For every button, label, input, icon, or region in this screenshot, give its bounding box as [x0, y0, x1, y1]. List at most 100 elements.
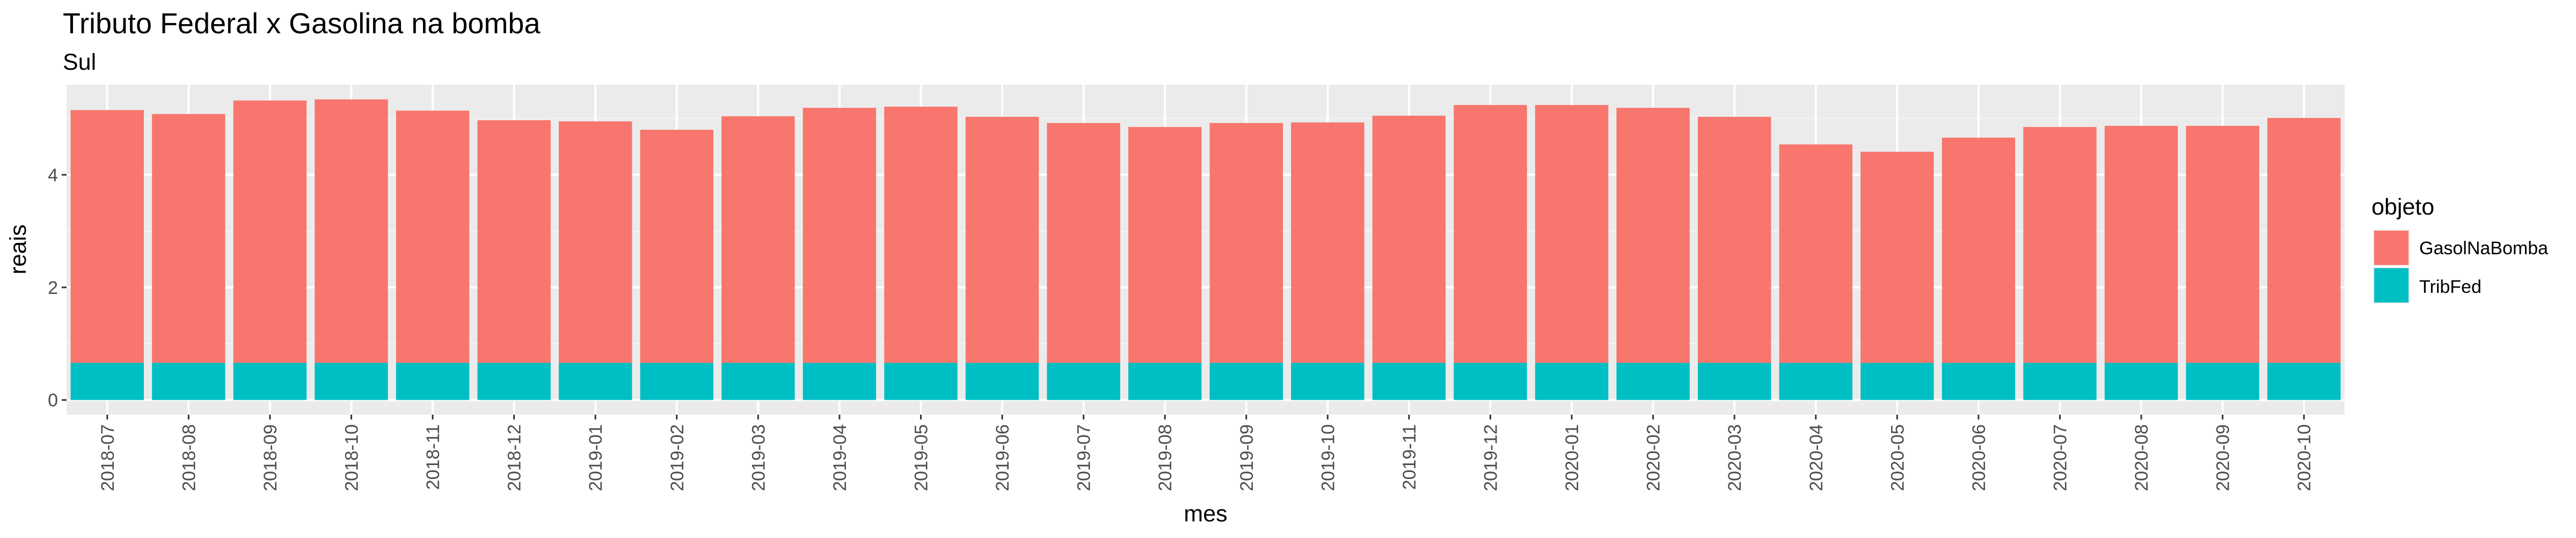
legend-title: objeto	[2371, 194, 2434, 220]
bar-tribfed-2019-05	[884, 363, 958, 400]
x-tick-label: 2020-03	[1725, 424, 1745, 491]
legend-label-tribfed: TribFed	[2419, 277, 2482, 297]
bar-gasolnabomba-2020-01	[1535, 105, 1609, 363]
bar-tribfed-2019-03	[721, 363, 795, 400]
bar-tribfed-2019-08	[1128, 363, 1202, 400]
bar-tribfed-2019-07	[1047, 363, 1120, 400]
bar-tribfed-2018-08	[152, 363, 225, 400]
bar-gasolnabomba-2019-05	[884, 106, 958, 363]
bar-gasolnabomba-2020-03	[1698, 116, 1771, 363]
x-axis-title: mes	[1184, 501, 1227, 527]
bar-tribfed-2019-02	[640, 363, 713, 400]
x-tick-label: 2019-04	[830, 424, 850, 491]
bar-tribfed-2019-01	[559, 363, 632, 400]
bar-tribfed-2019-10	[1291, 363, 1364, 400]
x-tick-label: 2020-08	[2132, 424, 2152, 491]
x-tick-label: 2019-09	[1237, 424, 1257, 491]
x-tick-label: 2019-06	[993, 424, 1013, 491]
y-axis-title: reais	[5, 224, 31, 274]
y-tick-label: 2	[48, 278, 58, 298]
bar-gasolnabomba-2018-12	[477, 120, 551, 363]
bars	[70, 99, 2341, 400]
bar-gasolnabomba-2018-09	[233, 100, 307, 363]
legend-label-gasolnabomba: GasolNaBomba	[2419, 238, 2548, 259]
bar-gasolnabomba-2019-03	[721, 116, 795, 363]
bar-gasolnabomba-2020-05	[1860, 151, 1934, 363]
bar-gasolnabomba-2019-01	[559, 121, 632, 363]
x-tick-label: 2019-07	[1074, 424, 1094, 491]
bar-gasolnabomba-2019-04	[802, 108, 877, 363]
x-tick-label: 2020-10	[2294, 424, 2315, 491]
x-tick-label: 2019-01	[586, 424, 606, 491]
bar-gasolnabomba-2019-06	[965, 116, 1039, 363]
bar-gasolnabomba-2019-09	[1209, 123, 1283, 363]
x-tick-label: 2019-10	[1318, 424, 1338, 491]
x-tick-label: 2019-08	[1155, 424, 1176, 491]
bar-tribfed-2018-11	[396, 363, 470, 400]
bar-gasolnabomba-2018-10	[315, 99, 388, 363]
x-tick-label: 2019-03	[748, 424, 769, 491]
bar-tribfed-2020-01	[1535, 363, 1609, 400]
bar-tribfed-2020-03	[1698, 363, 1771, 400]
x-tick-label: 2020-09	[2213, 424, 2234, 491]
y-tick-label: 0	[48, 390, 58, 411]
x-tick-label: 2020-04	[1806, 424, 1827, 491]
bar-gasolnabomba-2020-07	[2023, 127, 2097, 363]
y-axis: 0 2 4	[48, 165, 67, 411]
bar-tribfed-2019-11	[1372, 363, 1446, 400]
x-tick-label: 2019-12	[1481, 424, 1501, 491]
bar-gasolnabomba-2020-02	[1616, 108, 1690, 363]
x-tick-label: 2020-05	[1887, 424, 1908, 491]
bar-gasolnabomba-2018-08	[152, 114, 225, 363]
bar-gasolnabomba-2020-10	[2267, 117, 2341, 363]
bar-tribfed-2018-10	[315, 363, 388, 400]
x-tick-label: 2018-10	[342, 424, 362, 491]
bar-gasolnabomba-2020-08	[2104, 126, 2178, 363]
x-tick-label: 2018-08	[179, 424, 199, 491]
x-tick-label: 2018-12	[505, 424, 525, 491]
bar-tribfed-2020-07	[2023, 363, 2097, 400]
x-tick-label: 2018-07	[98, 424, 118, 491]
bar-tribfed-2020-08	[2104, 363, 2178, 400]
x-axis: 2018-07 2018-08 2018-09 2018-10 2018-11 2018-…	[98, 415, 2315, 491]
x-tick-label: 2019-05	[911, 424, 932, 491]
bar-tribfed-2019-09	[1209, 363, 1283, 400]
bar-tribfed-2020-09	[2186, 363, 2259, 400]
bar-gasolnabomba-2019-12	[1454, 105, 1527, 363]
bar-gasolnabomba-2018-11	[396, 110, 470, 363]
bar-gasolnabomba-2019-11	[1372, 115, 1446, 363]
x-tick-label: 2020-06	[1969, 424, 1989, 491]
x-tick-label: 2019-11	[1399, 424, 1420, 490]
bar-gasolnabomba-2019-02	[640, 129, 713, 363]
legend-swatch-tribfed	[2374, 268, 2409, 303]
bar-tribfed-2019-12	[1454, 363, 1527, 400]
bar-tribfed-2019-06	[965, 363, 1039, 400]
x-tick-label: 2020-01	[1562, 424, 1582, 491]
bar-tribfed-2020-10	[2267, 363, 2341, 400]
legend: objeto GasolNaBomba TribFed	[2371, 194, 2548, 304]
bar-tribfed-2020-06	[1942, 363, 2016, 400]
x-tick-label: 2020-02	[1644, 424, 1664, 491]
bar-gasolnabomba-2020-09	[2186, 126, 2259, 363]
bar-tribfed-2020-02	[1616, 363, 1690, 400]
chart-title: Tributo Federal x Gasolina na bomba	[63, 8, 541, 40]
bar-gasolnabomba-2018-07	[70, 110, 144, 363]
bar-gasolnabomba-2019-08	[1128, 127, 1202, 363]
bar-tribfed-2018-12	[477, 363, 551, 400]
bar-tribfed-2020-04	[1779, 363, 1852, 400]
x-tick-label: 2018-09	[260, 424, 281, 491]
bar-tribfed-2020-05	[1860, 363, 1934, 400]
legend-swatch-gasolnabomba	[2374, 231, 2409, 265]
bar-gasolnabomba-2020-06	[1942, 137, 2016, 363]
bar-tribfed-2018-07	[70, 363, 144, 400]
bar-tribfed-2018-09	[233, 363, 307, 400]
bar-tribfed-2019-04	[802, 363, 877, 400]
x-tick-label: 2018-11	[423, 424, 443, 490]
x-tick-label: 2019-02	[667, 424, 688, 491]
chart-subtitle: Sul	[63, 49, 96, 75]
bar-gasolnabomba-2019-10	[1291, 122, 1364, 363]
y-tick-label: 4	[48, 165, 58, 186]
x-tick-label: 2020-07	[2050, 424, 2071, 491]
bar-gasolnabomba-2020-04	[1779, 144, 1852, 363]
